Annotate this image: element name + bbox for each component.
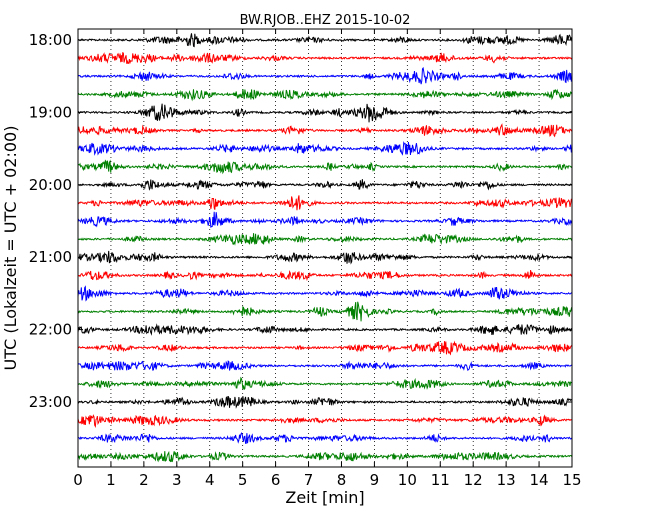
y-tick-label: 19:00 <box>29 103 72 121</box>
trace-2145 <box>77 301 573 322</box>
x-tick-label: 7 <box>304 471 314 489</box>
y-tick-label: 20:00 <box>29 176 72 194</box>
x-tick-label: 9 <box>370 471 380 489</box>
y-axis-label: UTC (Lokalzeit = UTC + 02:00) <box>1 126 20 371</box>
trace-2200 <box>77 323 573 336</box>
trace-2015 <box>77 195 572 211</box>
trace-2045 <box>77 233 573 246</box>
trace-2215 <box>77 340 573 356</box>
y-tick-label: 23:00 <box>29 393 72 411</box>
trace-2245 <box>77 376 573 391</box>
plot-frame <box>77 28 573 468</box>
x-tick-label: 15 <box>562 471 581 489</box>
x-tick-label: 3 <box>172 471 182 489</box>
x-tick-label: 12 <box>464 471 483 489</box>
trace-2030 <box>77 211 573 228</box>
trace-1930 <box>77 140 573 156</box>
x-axis-label: Zeit [min] <box>285 488 364 507</box>
x-tick-label: 1 <box>106 471 116 489</box>
trace-1900 <box>77 103 573 123</box>
trace-1800 <box>77 33 573 48</box>
y-axis-ticks: 18:00 19:00 20:00 21:00 22:00 23:00 <box>29 31 572 411</box>
y-tick-label: 18:00 <box>29 31 72 49</box>
trace-1945 <box>77 159 573 175</box>
x-tick-label: 11 <box>431 471 450 489</box>
trace-1815 <box>77 52 573 65</box>
x-tick-label: 14 <box>530 471 549 489</box>
x-tick-label: 10 <box>398 471 417 489</box>
trace-2330 <box>77 432 573 444</box>
trace-group <box>77 33 573 463</box>
trace-1830 <box>77 66 573 85</box>
trace-1915 <box>77 123 573 138</box>
x-tick-label: 2 <box>139 471 149 489</box>
trace-2100 <box>77 250 573 265</box>
x-tick-label: 6 <box>271 471 281 489</box>
x-tick-label: 0 <box>73 471 83 489</box>
y-tick-label: 21:00 <box>29 248 72 266</box>
trace-2130 <box>77 285 573 302</box>
trace-2230 <box>77 360 573 372</box>
x-tick-label: 5 <box>238 471 248 489</box>
trace-2115 <box>77 269 573 282</box>
trace-2315 <box>77 414 573 428</box>
x-axis-ticks: 0 1 2 3 4 5 6 7 8 9 10 11 12 13 14 15 <box>73 29 582 489</box>
x-tick-label: 8 <box>337 471 347 489</box>
trace-2000 <box>77 179 573 191</box>
x-tick-label: 13 <box>497 471 516 489</box>
y-tick-label: 22:00 <box>29 321 72 339</box>
trace-2345 <box>77 450 573 463</box>
trace-2300 <box>77 395 573 409</box>
x-tick-label: 4 <box>205 471 215 489</box>
chart-title: BW.RJOB..EHZ 2015-10-02 <box>240 13 411 28</box>
trace-1845 <box>77 88 573 102</box>
